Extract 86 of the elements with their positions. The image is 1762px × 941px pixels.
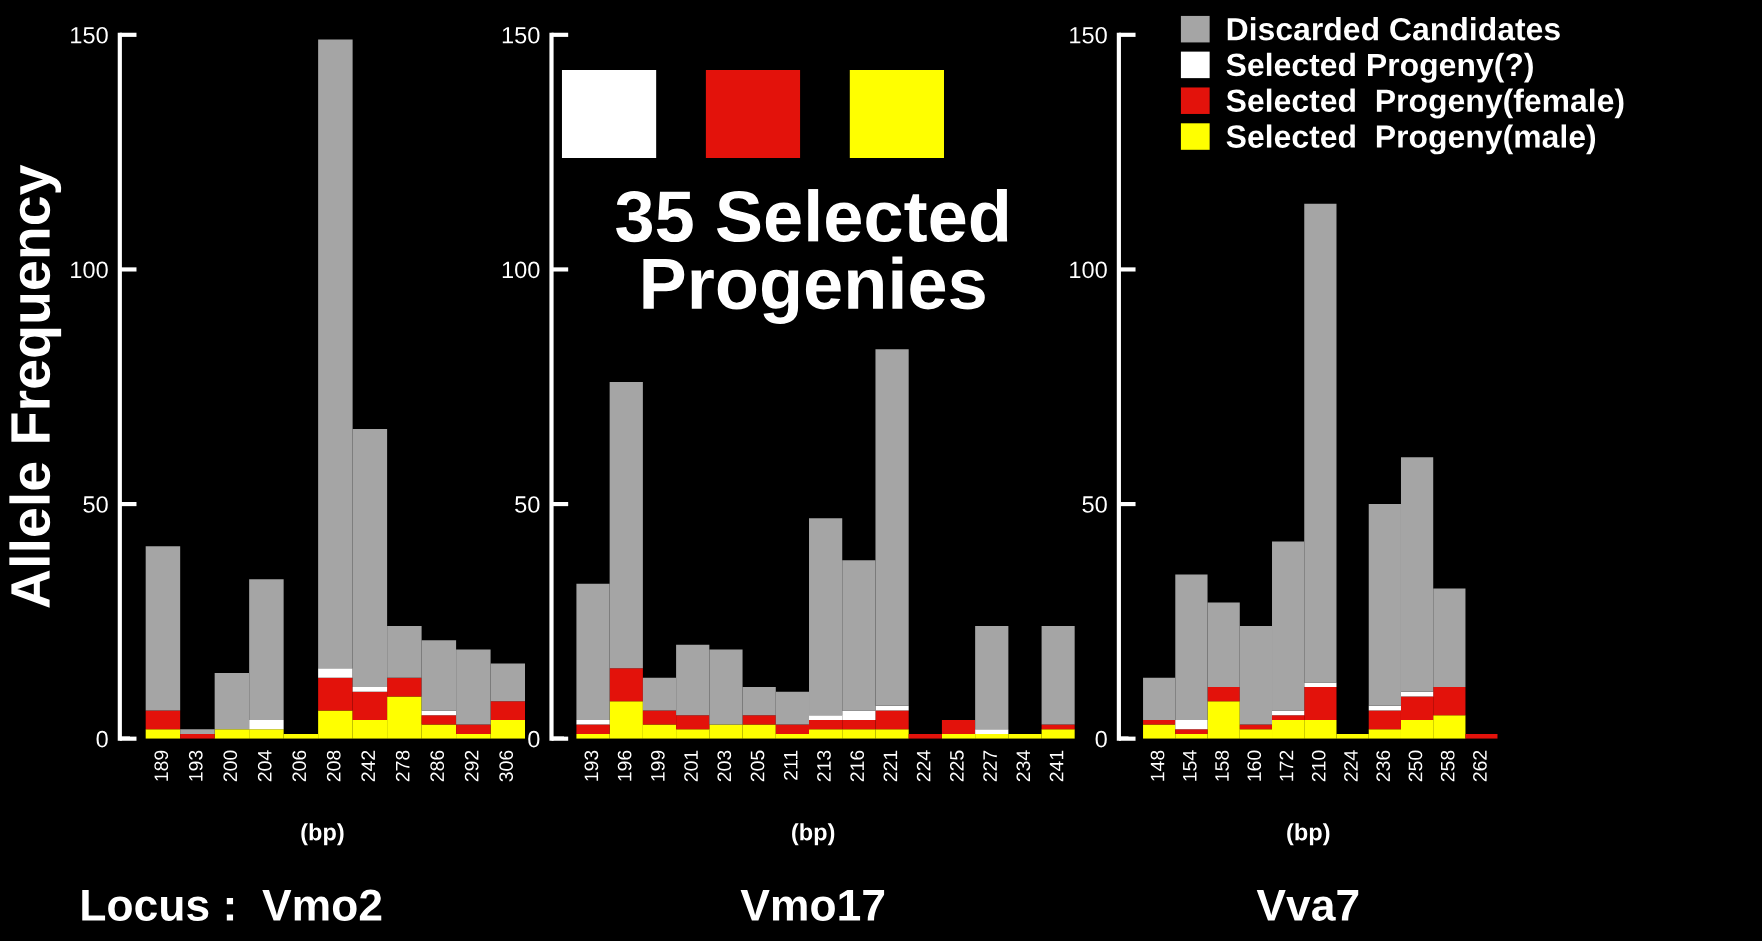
- x-tick-label: 193: [584, 750, 599, 781]
- legend-label: Selected Progeny(female): [1226, 88, 1624, 119]
- x-tick-label: 221: [883, 750, 898, 782]
- x-tick-label: 225: [949, 750, 964, 782]
- y-tick-label: 0: [96, 730, 108, 748]
- y-tick-label: 50: [515, 496, 540, 513]
- bar: [742, 715, 776, 725]
- bar: [421, 715, 457, 725]
- x-tick-label: 204: [257, 750, 272, 782]
- bar: [1207, 687, 1240, 702]
- y-tick-label: 100: [1070, 261, 1107, 279]
- bar: [249, 719, 284, 730]
- x-tick-label: 193: [188, 750, 203, 781]
- x-tick-label: 286: [430, 750, 445, 782]
- bar: [1175, 719, 1208, 730]
- bar: [875, 705, 909, 711]
- bar: [975, 626, 1009, 730]
- bar: [1041, 626, 1075, 725]
- y-tick-label: 150: [71, 26, 108, 44]
- y-tick-label: 50: [1082, 496, 1107, 513]
- legend-label: Selected Progeny(?): [1226, 52, 1533, 83]
- x-tick-label: 234: [1016, 750, 1031, 782]
- bar: [1143, 719, 1176, 725]
- y-tick-label: 0: [528, 730, 540, 748]
- x-axis-title: (bp): [1287, 823, 1330, 846]
- x-tick-label: 242: [361, 750, 375, 782]
- bar: [352, 687, 388, 692]
- bar: [180, 729, 215, 734]
- y-tick-label: 100: [502, 261, 540, 279]
- x-tick-label: 213: [817, 750, 831, 782]
- x-tick-label: 158: [1215, 750, 1229, 781]
- x-tick-label: 250: [1408, 750, 1423, 782]
- y-axis-title: Allele Frequency: [9, 164, 62, 608]
- x-tick-label: 262: [1473, 750, 1487, 782]
- x-tick-label: 278: [395, 750, 410, 782]
- x-tick-label: 205: [750, 750, 765, 782]
- bar: [490, 701, 526, 720]
- x-tick-label: 236: [1376, 750, 1391, 782]
- x-tick-label: 199: [650, 750, 665, 781]
- y-tick-label: 150: [1070, 26, 1107, 44]
- text: Vmo17: [740, 889, 885, 921]
- legend-label: Selected Progeny(male): [1226, 124, 1596, 155]
- x-tick-label: 189: [154, 750, 169, 781]
- bar: [576, 724, 610, 734]
- x-tick-label: 306: [499, 750, 514, 782]
- x-tick-label: 160: [1247, 750, 1262, 781]
- y-tick-label: 50: [83, 496, 108, 513]
- x-tick-label: 210: [1311, 750, 1326, 782]
- bar: [145, 710, 181, 730]
- x-tick-label: 292: [464, 750, 479, 782]
- y-tick-label: 150: [502, 26, 540, 44]
- y-tick-label: 100: [71, 261, 108, 279]
- bar: [609, 668, 643, 702]
- x-tick-label: 227: [983, 750, 997, 782]
- y-tick-label: 0: [1095, 730, 1107, 748]
- annotation: 35 Selected Progenies: [616, 189, 1008, 325]
- x-tick-label: 224: [916, 750, 931, 782]
- x-tick-label: 201: [684, 750, 698, 782]
- x-tick-label: 208: [326, 750, 341, 782]
- bar: [1175, 729, 1208, 734]
- x-tick-label: 258: [1440, 750, 1455, 782]
- x-tick-label: 196: [617, 750, 632, 781]
- bar: [318, 668, 353, 678]
- bar: [145, 729, 181, 739]
- x-tick-label: 200: [223, 750, 238, 782]
- text: Locus : Vmo2: [82, 889, 382, 921]
- x-tick-label: 172: [1279, 750, 1294, 781]
- bar: [1304, 682, 1337, 688]
- x-tick-label: 206: [292, 750, 307, 782]
- bar: [941, 719, 976, 734]
- bar: [576, 719, 610, 725]
- x-axis-title: (bp): [792, 823, 835, 846]
- bar: [145, 546, 181, 711]
- x-tick-label: 211: [783, 750, 798, 780]
- legend-label: Discarded Candidates: [1227, 17, 1560, 41]
- x-tick-label: 241: [1049, 750, 1064, 782]
- text: Vva7: [1256, 889, 1359, 921]
- x-tick-label: 148: [1150, 750, 1165, 781]
- bar: [975, 729, 1009, 734]
- x-tick-label: 216: [850, 750, 865, 782]
- x-tick-label: 224: [1344, 750, 1358, 782]
- x-axis-title: (bp): [301, 823, 344, 846]
- x-tick-label: 154: [1183, 750, 1197, 781]
- bar: [456, 724, 491, 734]
- bar: [1368, 705, 1401, 711]
- x-tick-label: 203: [717, 750, 732, 782]
